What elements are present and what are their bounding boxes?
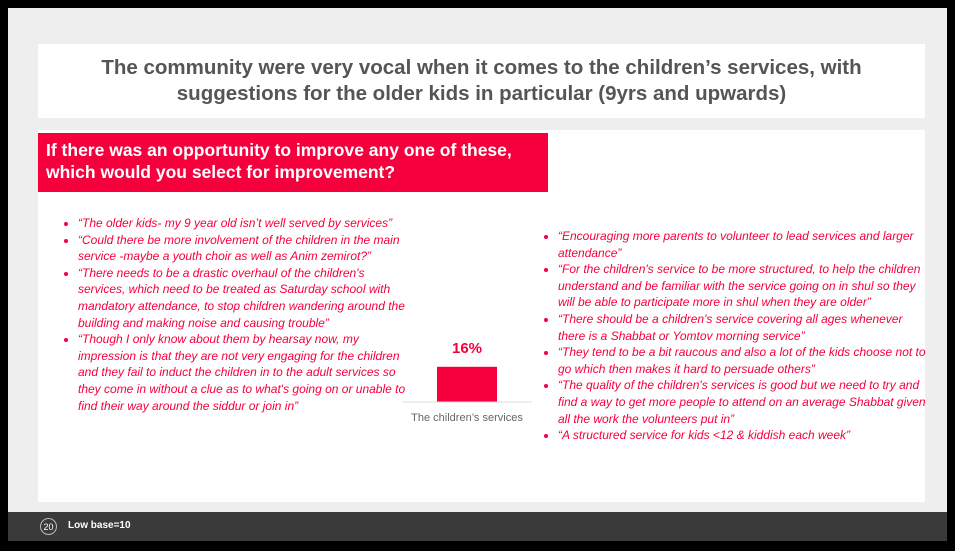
page-number: 20 <box>40 518 57 535</box>
quote: “There needs to be a drastic overhaul of… <box>78 265 413 331</box>
quote: “For the children's service to be more s… <box>558 261 933 311</box>
quote: “A structured service for kids <12 & kid… <box>558 427 933 444</box>
quote: “Encouraging more parents to volunteer t… <box>558 228 933 261</box>
content-area <box>38 130 925 502</box>
quote: “They tend to be a bit raucous and also … <box>558 344 933 377</box>
quote: “The older kids- my 9 year old isn’t wel… <box>78 215 413 232</box>
footer: 20 Low base=10 <box>8 512 947 541</box>
quote: “The quality of the children's services … <box>558 377 933 427</box>
value-label: 16% <box>452 340 482 357</box>
bar <box>437 366 497 402</box>
right-quotes: “Encouraging more parents to volunteer t… <box>540 228 933 444</box>
slide-title: The community were very vocal when it co… <box>38 44 925 118</box>
quote: “There should be a children's service co… <box>558 311 933 344</box>
left-quotes: “The older kids- my 9 year old isn’t wel… <box>60 215 413 414</box>
quote: “Could there be more involvement of the … <box>78 232 413 265</box>
question-banner: If there was an opportunity to improve a… <box>38 133 548 192</box>
chart: 16% The children’s services <box>402 340 532 424</box>
footer-note: Low base=10 <box>68 520 131 531</box>
quote: “Though I only know about them by hearsa… <box>78 331 413 414</box>
category-label: The children’s services <box>411 412 523 424</box>
